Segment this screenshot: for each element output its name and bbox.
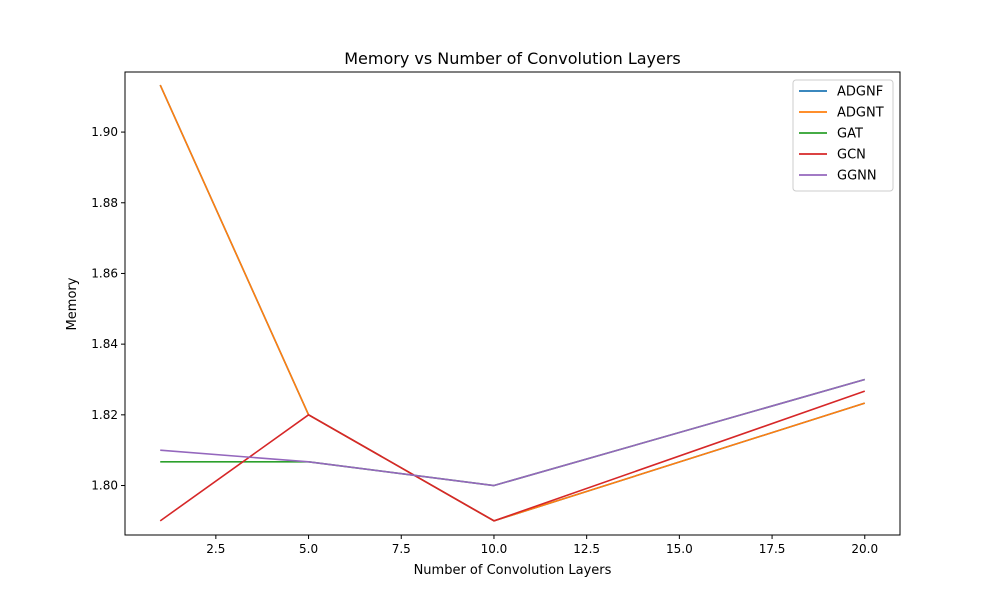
x-tick-label: 2.5 <box>206 542 225 556</box>
y-tick-label: 1.84 <box>91 337 118 351</box>
y-tick-label: 1.86 <box>91 266 118 280</box>
x-tick-label: 20.0 <box>851 542 878 556</box>
x-tick-label: 5.0 <box>299 542 318 556</box>
legend-label: GCN <box>837 148 866 163</box>
chart-title: Memory vs Number of Convolution Layers <box>344 49 681 68</box>
y-axis-title: Memory <box>65 277 80 330</box>
x-axis-title: Number of Convolution Layers <box>414 563 612 578</box>
x-tick-label: 15.0 <box>666 542 693 556</box>
legend-frame <box>792 79 894 192</box>
x-tick-label: 12.5 <box>573 542 600 556</box>
legend: ADGNF ADGNT GAT GCN GGNN <box>792 79 894 192</box>
x-tick-label: 10.0 <box>481 542 508 556</box>
legend-label: ADGNF <box>837 85 883 100</box>
series-line-gcn <box>159 390 866 522</box>
y-tick-label: 1.90 <box>91 125 118 139</box>
y-tick-label: 1.88 <box>91 196 118 210</box>
x-axis: 2.5 5.0 7.5 10.0 12.5 15.0 17.5 20.0 <box>206 535 878 556</box>
y-tick-label: 1.82 <box>91 408 118 422</box>
legend-label: GGNN <box>837 169 877 184</box>
plot-area <box>159 84 866 522</box>
series-line-ggnn <box>160 378 865 487</box>
y-tick-label: 1.80 <box>91 479 118 493</box>
legend-label: GAT <box>837 127 863 142</box>
x-tick-label: 17.5 <box>759 542 786 556</box>
y-axis: 1.80 1.82 1.84 1.86 1.88 1.90 <box>91 125 125 493</box>
x-tick-label: 7.5 <box>392 542 411 556</box>
legend-label: ADGNT <box>837 106 884 121</box>
plot-frame <box>124 71 901 536</box>
